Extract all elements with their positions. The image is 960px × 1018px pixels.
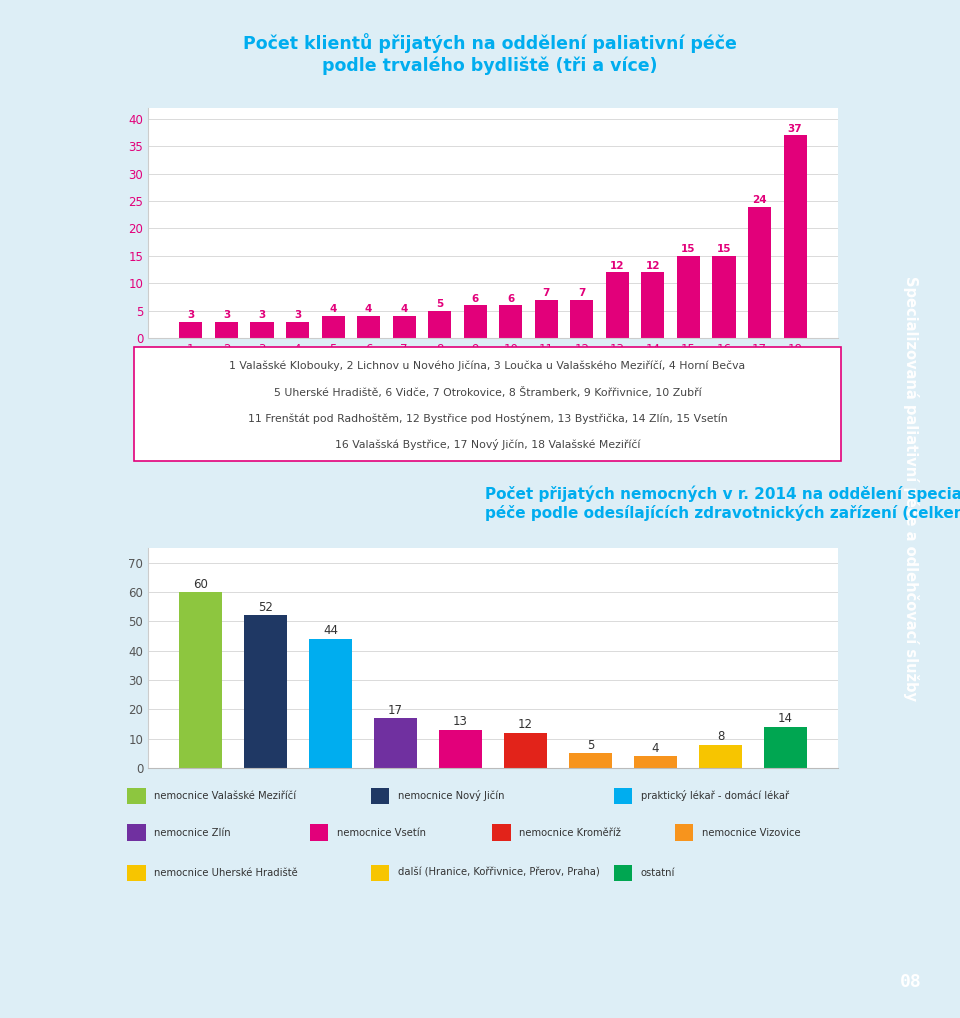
- Text: 16 Valašská Bystřice, 17 Nový Jičín, 18 Valašské Meziříčí: 16 Valašská Bystřice, 17 Nový Jičín, 18 …: [335, 439, 640, 450]
- Bar: [128, 825, 146, 841]
- Bar: [614, 788, 633, 804]
- Bar: [357, 317, 380, 338]
- Bar: [180, 322, 203, 338]
- Bar: [371, 864, 389, 881]
- Text: 5: 5: [587, 739, 594, 752]
- Bar: [569, 753, 612, 768]
- Text: 12: 12: [646, 261, 660, 271]
- Text: 24: 24: [753, 194, 767, 205]
- Text: 5: 5: [436, 299, 444, 309]
- Text: 14: 14: [778, 713, 793, 726]
- Text: 6: 6: [471, 293, 479, 303]
- Text: 15: 15: [717, 244, 732, 254]
- Bar: [606, 272, 629, 338]
- Text: 4: 4: [365, 304, 372, 315]
- Text: 13: 13: [453, 716, 468, 729]
- Text: 5 Uherské Hradiště, 6 Vidče, 7 Otrokovice, 8 Štramberk, 9 Kořřivnice, 10 Zubří: 5 Uherské Hradiště, 6 Vidče, 7 Otrokovic…: [274, 387, 702, 398]
- Bar: [712, 256, 735, 338]
- Bar: [180, 592, 222, 768]
- Text: 3: 3: [223, 309, 230, 320]
- Text: 44: 44: [323, 624, 338, 637]
- Bar: [251, 322, 274, 338]
- Text: 8: 8: [717, 730, 724, 743]
- Text: 4: 4: [400, 304, 408, 315]
- Bar: [215, 322, 238, 338]
- Text: 4: 4: [652, 742, 660, 754]
- Text: 37: 37: [788, 124, 803, 133]
- Bar: [128, 788, 146, 804]
- Bar: [464, 305, 487, 338]
- Text: 7: 7: [578, 288, 586, 298]
- Text: 12: 12: [611, 261, 625, 271]
- Text: 3: 3: [294, 309, 301, 320]
- Bar: [614, 864, 633, 881]
- Text: nemocnice Uherské Hradiště: nemocnice Uherské Hradiště: [155, 867, 298, 878]
- Bar: [310, 825, 328, 841]
- Bar: [535, 299, 558, 338]
- Bar: [675, 825, 693, 841]
- Bar: [764, 727, 806, 768]
- Text: 7: 7: [542, 288, 550, 298]
- Text: Počet klientů přijatých na oddělení paliativní péče
podle trvalého bydliště (tři: Počet klientů přijatých na oddělení pali…: [243, 34, 737, 74]
- Bar: [635, 756, 677, 768]
- Text: nemocnice Nový Jičín: nemocnice Nový Jičín: [397, 790, 504, 801]
- Text: 1 Valašské Klobouky, 2 Lichnov u Nového Jičína, 3 Loučka u Valašského Meziříčí, : 1 Valašské Klobouky, 2 Lichnov u Nového …: [229, 361, 746, 372]
- Bar: [570, 299, 593, 338]
- Bar: [748, 207, 771, 338]
- Bar: [492, 825, 511, 841]
- Text: 60: 60: [193, 577, 208, 590]
- Text: Počet přijatých nemocných v r. 2014 na oddělení specializované paliativní
péče p: Počet přijatých nemocných v r. 2014 na o…: [485, 486, 960, 521]
- Bar: [700, 744, 742, 768]
- Text: praktický lékař - domácí lékař: praktický lékař - domácí lékař: [641, 790, 789, 801]
- Bar: [677, 256, 700, 338]
- Text: 3: 3: [187, 309, 195, 320]
- Bar: [783, 135, 806, 338]
- Bar: [374, 718, 417, 768]
- Text: 52: 52: [258, 601, 273, 614]
- Text: nemocnice Kroměříž: nemocnice Kroměříž: [519, 828, 621, 838]
- Text: nemocnice Vizovice: nemocnice Vizovice: [702, 828, 801, 838]
- Text: 3: 3: [258, 309, 266, 320]
- Text: nemocnice Valašské Meziříčí: nemocnice Valašské Meziříčí: [155, 791, 297, 801]
- Text: 4: 4: [329, 304, 337, 315]
- Text: ostatní: ostatní: [641, 867, 675, 878]
- FancyBboxPatch shape: [133, 347, 841, 460]
- Bar: [641, 272, 664, 338]
- Text: Specializovaná paliativní péče a odlehčovací služby: Specializovaná paliativní péče a odlehčo…: [903, 276, 919, 701]
- Text: 6: 6: [507, 293, 515, 303]
- Bar: [309, 639, 351, 768]
- Text: další (Hranice, Kořřivnice, Přerov, Praha): další (Hranice, Kořřivnice, Přerov, Prah…: [397, 867, 599, 878]
- Text: 11 Frenštát pod Radhoštěm, 12 Bystřice pod Hostýnem, 13 Bystřička, 14 Zlín, 15 V: 11 Frenštát pod Radhoštěm, 12 Bystřice p…: [248, 412, 728, 423]
- Bar: [428, 310, 451, 338]
- Bar: [322, 317, 345, 338]
- Text: 17: 17: [388, 703, 403, 717]
- Bar: [393, 317, 416, 338]
- Bar: [371, 788, 389, 804]
- Text: nemocnice Zlín: nemocnice Zlín: [155, 828, 231, 838]
- Text: 12: 12: [518, 719, 533, 731]
- Bar: [499, 305, 522, 338]
- Bar: [504, 733, 546, 768]
- Bar: [286, 322, 309, 338]
- Text: nemocnice Vsetín: nemocnice Vsetín: [337, 828, 426, 838]
- Bar: [245, 616, 287, 768]
- Bar: [440, 730, 482, 768]
- Text: 15: 15: [682, 244, 696, 254]
- Text: 08: 08: [900, 973, 922, 992]
- Bar: [128, 864, 146, 881]
